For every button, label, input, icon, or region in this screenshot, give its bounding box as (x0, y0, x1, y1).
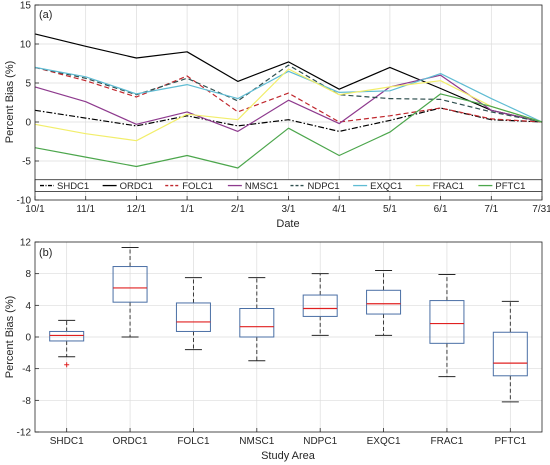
series-line-exqc1 (34, 66, 543, 123)
series-line-frac1 (34, 68, 543, 142)
panel-b-y-tick-label-4: 4 (25, 301, 31, 312)
panel-b-label: (b) (39, 247, 52, 259)
panel-b-x-axis-label: Study Area (261, 450, 316, 462)
panel-b-x-tick-label-shdc1: SHDC1 (50, 436, 84, 447)
panel-b-y-ticks: -12 -8 -4 0 4 8 12 (17, 238, 39, 439)
panel-a-y-ticks: -10 -5 0 5 10 15 (17, 1, 39, 207)
panel-a-y-tick-label-5: 5 (25, 79, 31, 90)
panel-a-x-tick-label-7-1: 7/1 (484, 204, 498, 215)
panel-b-y-tick-label-0: 0 (25, 333, 31, 344)
panel-a-x-ticks: 10/1 11/1 12/1 1/1 2/1 3/1 4/1 5/1 6/1 7/1 7/31 (25, 196, 550, 215)
series-line-ndpc1 (34, 64, 543, 123)
panel-a-legend: SHDC1 ORDC1 FOLC1 NMSC1 NDPC1 EXQC1 FRAC1 PFTC1 (34, 179, 543, 192)
panel-b-box-chart: -12 -8 -4 0 4 8 12 SHDC1 ORDC1 FOLC1 NMSC1 NDPC1 EX… (4, 238, 543, 462)
panel-a-y-tick-label-5: -5 (22, 157, 31, 168)
series-line-shdc1 (34, 107, 543, 132)
panel-a-y-axis-label: Percent Bias (%) (4, 61, 16, 144)
box-group-exqc1 (366, 270, 402, 336)
panel-b-y-axis-label: Percent Bias (%) (4, 296, 16, 379)
series-line-folc1 (34, 66, 543, 123)
panel-b-x-tick-label-ordc1: ORDC1 (113, 436, 148, 447)
panel-a-x-tick-label-12-1: 12/1 (127, 204, 147, 215)
panel-a-x-tick-label-6-1: 6/1 (434, 204, 448, 215)
panel-a-x-tick-label-1-1: 1/1 (180, 204, 194, 215)
legend-label-folc1: FOLC1 (182, 181, 213, 192)
panel-b-x-tick-label-nmsc1: NMSC1 (239, 436, 274, 447)
box-pftc1 (492, 331, 528, 377)
panel-a-x-tick-label-7-31: 7/31 (532, 204, 550, 215)
panel-a-y-tick-label-10: -10 (17, 196, 32, 207)
panel-b-y-tick-label-8: 8 (25, 269, 31, 280)
legend-label-shdc1: SHDC1 (57, 181, 89, 192)
series-line-ordc1 (34, 33, 543, 123)
box-group-pftc1 (492, 300, 528, 403)
box-ordc1 (112, 266, 148, 303)
box-nmsc1 (239, 308, 275, 338)
panel-a-x-tick-label-2-1: 2/1 (231, 204, 245, 215)
box-group-shdc1 (49, 319, 85, 368)
box-shdc1 (49, 330, 85, 342)
panel-b-x-ticks: SHDC1 ORDC1 FOLC1 NMSC1 NDPC1 EXQC1 FRAC1 PFTC1 (50, 428, 527, 447)
panel-b-x-tick-label-exqc1: EXQC1 (367, 436, 401, 447)
panel-a-x-tick-label-10-1: 10/1 (25, 204, 45, 215)
panel-b-x-tick-label-folc1: FOLC1 (177, 436, 210, 447)
panel-a-y-tick-label-15: 15 (20, 1, 32, 12)
panel-a-series (34, 33, 543, 169)
box-ndpc1 (302, 294, 338, 317)
box-group-folc1 (175, 277, 211, 351)
panel-a-x-tick-label-4-1: 4/1 (332, 204, 346, 215)
panel-b-y-tick-label-12: 12 (20, 238, 32, 249)
panel-b-y-tick-label-4: -4 (22, 364, 31, 375)
panel-a-label: (a) (39, 9, 52, 21)
panel-b-boxes (49, 247, 528, 403)
box-group-nmsc1 (239, 277, 275, 362)
panel-b-x-tick-label-frac1: FRAC1 (431, 436, 464, 447)
panel-b-y-tick-label-8: -8 (22, 396, 31, 407)
panel-a-x-tick-label-5-1: 5/1 (383, 204, 397, 215)
panel-b-x-tick-label-ndpc1: NDPC1 (303, 436, 337, 447)
panel-a-y-tick-label-10: 10 (20, 40, 32, 51)
legend-label-ndpc1: NDPC1 (308, 181, 340, 192)
box-group-ndpc1 (302, 273, 338, 336)
panel-a-x-axis-label: Date (276, 218, 299, 230)
legend-label-ordc1: ORDC1 (120, 181, 153, 192)
legend-label-exqc1: EXQC1 (370, 181, 402, 192)
panel-a-y-tick-label-0: 0 (25, 118, 31, 129)
panel-b-y-tick-label-12: -12 (17, 428, 32, 439)
box-exqc1 (366, 289, 402, 315)
box-group-frac1 (429, 273, 465, 378)
panel-a-x-tick-label-3-1: 3/1 (282, 204, 296, 215)
series-line-pftc1 (34, 93, 543, 169)
series-line-nmsc1 (34, 74, 543, 132)
box-folc1 (175, 302, 211, 332)
panel-a-x-tick-label-11-1: 11/1 (76, 204, 95, 215)
panel-b-x-tick-label-pftc1: PFTC1 (494, 436, 526, 447)
outlier-shdc1-0 (64, 362, 70, 368)
legend-label-pftc1: PFTC1 (495, 181, 525, 192)
panel-a-line-chart: SHDC1 ORDC1 FOLC1 NMSC1 NDPC1 EXQC1 FRAC1 PFTC1… (4, 1, 550, 231)
box-frac1 (429, 300, 465, 344)
legend-label-frac1: FRAC1 (433, 181, 464, 192)
legend-label-nmsc1: NMSC1 (245, 181, 278, 192)
box-group-ordc1 (112, 247, 148, 338)
